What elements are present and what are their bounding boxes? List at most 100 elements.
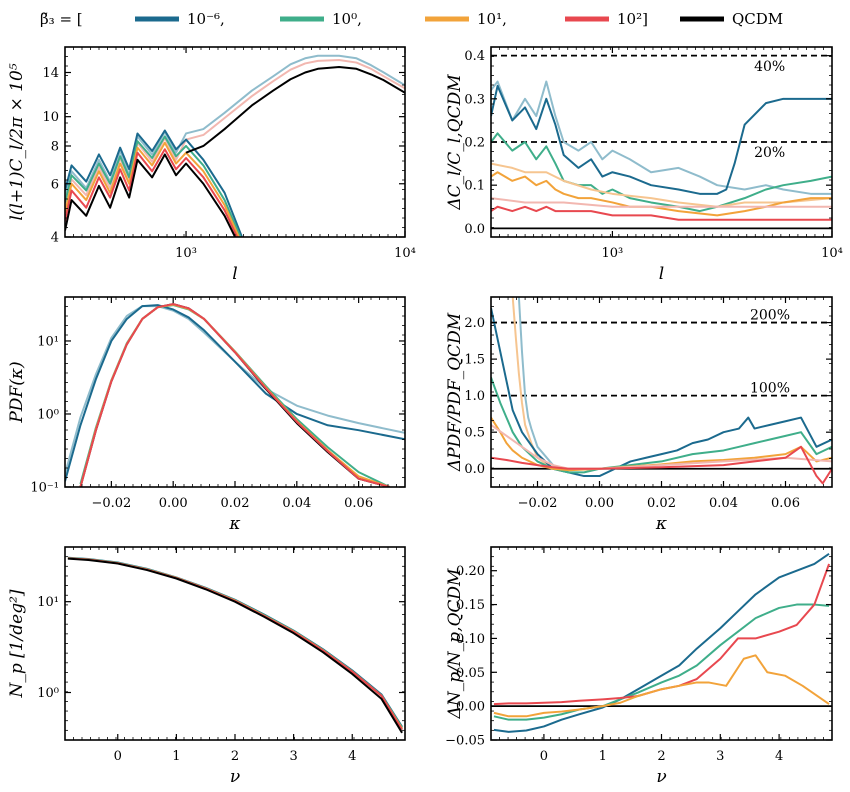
series-line: [491, 307, 832, 478]
legend-entry: 10⁰,: [280, 10, 362, 28]
plot-area: [491, 297, 832, 485]
x-tick-label: 4: [775, 749, 783, 764]
x-tick-label: 0.02: [647, 496, 676, 511]
panel-dpdf: 200% 100% −0.02 0.00 0.02 0.04 0.06 0.0 0.5 1.0 1.…: [445, 296, 833, 534]
y-tick-label: 10¹: [37, 595, 59, 610]
series-line: [491, 377, 832, 474]
x-tick-label: 10³: [602, 246, 624, 261]
x-tick-label: 0: [540, 749, 548, 764]
y-tick-label: 10: [42, 110, 59, 125]
legend-entry: 10²]: [565, 10, 648, 28]
series-line: [65, 135, 242, 237]
series-line: [493, 603, 830, 721]
legend-label: 10²]: [617, 10, 648, 28]
x-axis-label: κ: [228, 514, 240, 534]
annotation-label: 20%: [754, 145, 785, 161]
x-tick-label: 0.06: [771, 496, 800, 511]
x-tick-label: 0.00: [159, 496, 188, 511]
legend-prefix: β̃₃ = [: [40, 10, 83, 28]
series-line: [491, 132, 832, 213]
series-line: [65, 305, 405, 475]
x-tick-label: 4: [348, 749, 356, 764]
series-line: [67, 556, 403, 729]
series-line: [79, 303, 390, 487]
series-line: [517, 297, 569, 474]
x-axis-label: ν: [230, 767, 240, 787]
series-line: [65, 148, 239, 237]
series-line: [65, 58, 405, 206]
panel-dnp: 0 1 2 3 4 −0.05 0.00 0.05 0.10 0.15 0.20 ν ΔN_p/N_p,…: [445, 546, 833, 787]
x-axis-label: l: [232, 264, 237, 284]
series-line: [493, 552, 830, 733]
series-line: [491, 162, 832, 208]
x-tick-label: 0.04: [709, 496, 738, 511]
x-tick-label: 2: [657, 749, 665, 764]
y-axis-label: ΔC_l/C_l,QCDM: [445, 74, 465, 211]
x-tick-label: 10⁴: [394, 246, 416, 261]
x-axis-label: κ: [655, 514, 667, 534]
x-tick-label: −0.02: [91, 496, 131, 511]
x-tick-label: 3: [716, 749, 724, 764]
y-tick-label: 0.3: [464, 92, 485, 107]
y-tick-label: 0.1: [464, 179, 485, 194]
y-tick-label: 10⁻¹: [30, 481, 59, 496]
x-tick-label: 0.00: [585, 496, 614, 511]
legend-label: 10⁰,: [332, 10, 362, 28]
series-line: [65, 153, 237, 237]
series-line: [491, 197, 832, 208]
plot-area: [491, 552, 832, 733]
x-tick-label: 1: [599, 749, 607, 764]
panel-cl: 10³ 10⁴ 4 6 8 10 14 l l(l+1)C_l/2π × 10⁵: [7, 46, 416, 284]
y-tick-label: 0.0: [464, 462, 485, 477]
y-axis-label: l(l+1)C_l/2π × 10⁵: [7, 63, 27, 221]
series-line: [65, 304, 405, 482]
x-tick-label: 1: [172, 749, 180, 764]
x-tick-label: 10³: [175, 246, 197, 261]
x-tick-label: 0.04: [282, 496, 311, 511]
plot-area: [67, 556, 403, 734]
x-tick-label: 10⁴: [821, 246, 843, 261]
y-tick-label: 8: [51, 139, 59, 154]
plot-area: [65, 54, 405, 237]
series-line: [65, 54, 405, 198]
legend-label: 10¹,: [477, 10, 507, 28]
series-line: [491, 445, 832, 485]
series-line: [65, 129, 243, 237]
series-line: [491, 84, 832, 195]
axes-frame: [64, 546, 406, 741]
y-tick-label: 2.0: [464, 316, 485, 331]
annotation-label: 100%: [750, 381, 790, 397]
panel-dcl: 40% 20% 10³ 10⁴ 0.0 0.1 0.2 0.3 0.4 l ΔC_l/C_l,QCD…: [445, 46, 843, 284]
legend: β̃₃ = [ 10⁻⁶, 10⁰, 10¹, 10²] QCDM: [40, 10, 783, 28]
y-tick-label: −0.05: [445, 734, 485, 749]
annotation-label: 200%: [750, 308, 790, 324]
y-tick-label: 0.0: [464, 222, 485, 237]
y-tick-label: 10⁰: [37, 407, 59, 422]
y-tick-label: 0.2: [464, 136, 485, 151]
axes-frame: [64, 296, 406, 488]
series-line: [67, 556, 403, 728]
x-tick-label: −0.02: [518, 496, 558, 511]
series-line: [67, 557, 403, 730]
y-tick-label: 0.10: [456, 632, 485, 647]
y-tick-label: 0.15: [456, 598, 485, 613]
x-tick-label: 2: [231, 749, 239, 764]
y-tick-label: 0.5: [464, 426, 485, 441]
legend-entry: 10¹,: [425, 10, 507, 28]
y-axis-label: ΔN_p/N_p,QCDM: [445, 568, 465, 719]
x-tick-label: 0.06: [344, 496, 373, 511]
y-axis-label: PDF(κ): [7, 361, 27, 423]
series-line: [491, 80, 832, 195]
plot-area: [65, 303, 405, 487]
axes-frame: [64, 46, 406, 238]
y-tick-label: 0.20: [456, 564, 485, 579]
legend-entry: QCDM: [680, 10, 783, 28]
x-tick-label: 0.02: [221, 496, 250, 511]
series-line: [79, 304, 390, 487]
y-tick-label: 6: [51, 177, 59, 192]
x-axis-label: ν: [656, 767, 666, 787]
y-tick-label: 1.0: [464, 389, 485, 404]
legend-label: 10⁻⁶,: [187, 10, 225, 28]
y-tick-label: 4: [51, 231, 59, 246]
